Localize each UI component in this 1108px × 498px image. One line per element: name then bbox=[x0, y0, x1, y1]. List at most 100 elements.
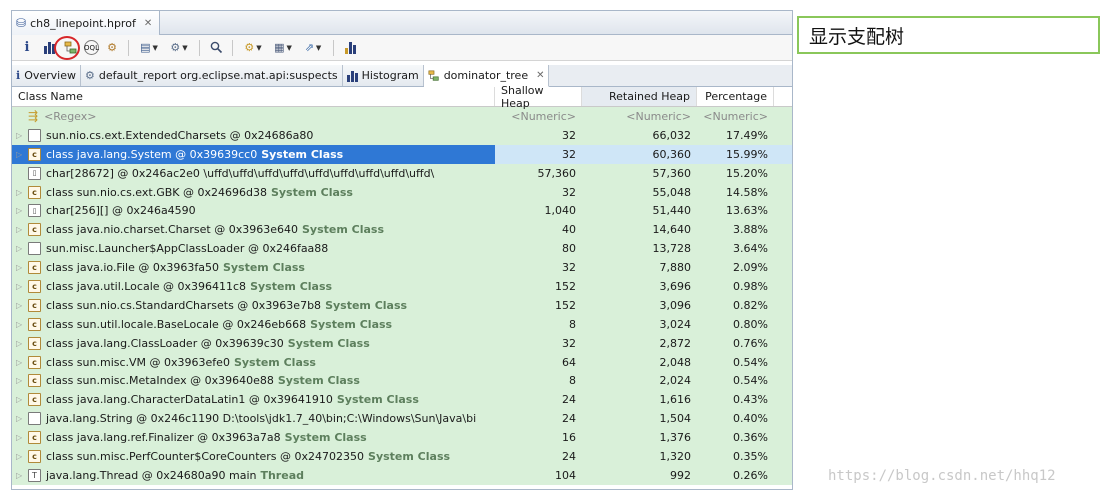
class-name-cell[interactable]: ▯ char[28672] @ 0x246ac2e0 \uffd\uffd\uff… bbox=[12, 164, 495, 183]
column-header-retained-heap[interactable]: Retained Heap bbox=[582, 87, 697, 106]
overview-info-icon[interactable]: i bbox=[24, 40, 30, 55]
expand-arrow-icon[interactable]: ▷ bbox=[16, 470, 23, 480]
system-class-label: System Class bbox=[277, 374, 360, 388]
class-icon: c bbox=[28, 147, 41, 161]
table-row[interactable]: ▷ c class sun.nio.cs.StandardCharsets @ 0x… bbox=[12, 295, 792, 315]
table-row[interactable]: ▷ c class java.lang.System @ 0x39639cc0 Sys… bbox=[12, 144, 792, 164]
class-name-cell[interactable]: ▷ c class java.lang.ref.Finalizer @ 0x3963… bbox=[12, 428, 495, 447]
expand-arrow-icon[interactable]: ▷ bbox=[16, 187, 23, 197]
find-object-icon[interactable] bbox=[207, 39, 225, 57]
table-row[interactable]: ▷ c class java.lang.ref.Finalizer @ 0x3963… bbox=[12, 428, 792, 448]
expand-arrow-icon[interactable]: ▷ bbox=[16, 225, 23, 235]
regex-filter-input[interactable]: <Regex> bbox=[44, 109, 97, 123]
class-name-cell[interactable]: ▷ sun.misc.Launcher$AppClassLoader @ 0x24… bbox=[12, 239, 495, 258]
expand-arrow-icon[interactable]: ▷ bbox=[16, 319, 23, 329]
dominator-tree-icon bbox=[428, 70, 439, 81]
heap-dump-settings-icon[interactable]: ⚙ bbox=[107, 41, 117, 54]
expand-arrow-icon[interactable]: ▷ bbox=[16, 357, 23, 367]
table-row[interactable]: ▷ c class java.lang.CharacterDataLatin1 @ … bbox=[12, 390, 792, 410]
annotation-box: 显示支配树 bbox=[797, 16, 1100, 54]
tab-dominator-tree[interactable]: dominator_tree ✕ bbox=[423, 65, 550, 87]
expand-arrow-icon[interactable]: ▷ bbox=[16, 414, 23, 424]
table-body: ▷ sun.nio.cs.ext.ExtendedCharsets @ 0x246… bbox=[12, 125, 792, 485]
shallow-heap-cell: 40 bbox=[562, 223, 576, 237]
table-row[interactable]: ▷ ▯ char[256][] @ 0x246a4590 1,040 51,440 13.… bbox=[12, 201, 792, 221]
shallow-filter-input[interactable]: <Numeric> bbox=[511, 109, 576, 123]
expand-arrow-icon[interactable]: ▷ bbox=[16, 263, 23, 273]
class-name-cell[interactable]: ▷ c class java.util.Locale @ 0x396411c8 Sys… bbox=[12, 277, 495, 296]
class-name-cell[interactable]: ▷ c class java.lang.ClassLoader @ 0x39639c… bbox=[12, 334, 495, 353]
class-name-cell[interactable]: ▷ sun.nio.cs.ext.ExtendedCharsets @ 0x246… bbox=[12, 126, 495, 145]
table-row[interactable]: ▷ c class java.lang.ClassLoader @ 0x39639c… bbox=[12, 333, 792, 353]
percentage-filter-input[interactable]: <Numeric> bbox=[703, 109, 768, 123]
retained-filter-input[interactable]: <Numeric> bbox=[626, 109, 691, 123]
calculate-retained-icon[interactable] bbox=[341, 39, 359, 57]
close-icon[interactable]: ✕ bbox=[536, 70, 545, 81]
object-label: char[28672] @ 0x246ac2e0 \uffd\uffd\uffd… bbox=[46, 166, 435, 180]
histogram-icon[interactable] bbox=[40, 39, 58, 57]
table-row[interactable]: ▷ c class sun.misc.MetaIndex @ 0x39640e88 S… bbox=[12, 371, 792, 391]
oql-icon[interactable]: OQL bbox=[84, 40, 99, 55]
file-tab[interactable]: ⛁ ch8_linepoint.hprof ✕ bbox=[12, 11, 160, 35]
export-icon[interactable]: ⇗ ▼ bbox=[304, 41, 322, 54]
column-header-shallow-heap[interactable]: Shallow Heap bbox=[495, 84, 582, 110]
class-name-cell[interactable]: ▷ c class java.lang.CharacterDataLatin1 @ … bbox=[12, 390, 495, 409]
filter-icon: ⇶ bbox=[28, 109, 39, 124]
expand-arrow-icon[interactable]: ▷ bbox=[16, 130, 23, 140]
expand-arrow-icon[interactable]: ▷ bbox=[16, 376, 23, 386]
regex-filter-cell[interactable]: ⇶ <Regex> bbox=[12, 107, 495, 126]
expand-arrow-icon[interactable]: ▷ bbox=[16, 206, 23, 216]
columns-icon[interactable]: ▦ ▼ bbox=[274, 41, 292, 54]
table-row[interactable]: ▷ c class java.nio.charset.Charset @ 0x396… bbox=[12, 220, 792, 240]
class-name-cell[interactable]: ▷ c class sun.misc.VM @ 0x3963efe0 System C… bbox=[12, 353, 495, 372]
table-row[interactable]: ▷ c class sun.nio.cs.ext.GBK @ 0x24696d38 S… bbox=[12, 182, 792, 202]
expand-arrow-icon[interactable]: ▷ bbox=[16, 338, 23, 348]
class-name-cell[interactable]: ▷ c class sun.nio.cs.ext.GBK @ 0x24696d38 S… bbox=[12, 183, 495, 202]
tab-default-report[interactable]: ⚙ default_report org.eclipse.mat.api:sus… bbox=[80, 65, 343, 86]
expand-arrow-icon[interactable]: ▷ bbox=[16, 244, 23, 254]
close-icon[interactable]: ✕ bbox=[143, 17, 153, 29]
class-name-cell[interactable]: ▷ c class java.io.File @ 0x3963fa50 System … bbox=[12, 258, 495, 277]
table-row[interactable]: ▷ java.lang.String @ 0x246c1190 D:\tools\… bbox=[12, 409, 792, 429]
class-name-cell[interactable]: ▷ ▯ char[256][] @ 0x246a4590 bbox=[12, 201, 495, 220]
expand-arrow-icon[interactable]: ▷ bbox=[16, 395, 23, 405]
class-name-cell[interactable]: ▷ c class sun.nio.cs.StandardCharsets @ 0x… bbox=[12, 296, 495, 315]
expand-arrow-icon[interactable]: ▷ bbox=[16, 451, 23, 461]
class-name-cell[interactable]: ▷ c class java.lang.System @ 0x39639cc0 Sys… bbox=[12, 144, 495, 164]
shallow-heap-cell: 104 bbox=[555, 468, 576, 482]
system-class-label: System Class bbox=[233, 355, 316, 369]
group-by-icon[interactable]: ⚙ ▼ bbox=[244, 41, 262, 54]
table-row[interactable]: ▷ sun.nio.cs.ext.ExtendedCharsets @ 0x246… bbox=[12, 125, 792, 145]
class-name-cell[interactable]: ▷ c class sun.misc.PerfCounter$CoreCounter… bbox=[12, 447, 495, 466]
expand-arrow-icon[interactable]: ▷ bbox=[16, 281, 23, 291]
column-header-percentage[interactable]: Percentage bbox=[697, 87, 774, 106]
tab-overview[interactable]: i Overview bbox=[12, 65, 81, 86]
table-row[interactable]: ▷ c class sun.misc.PerfCounter$CoreCounter… bbox=[12, 447, 792, 466]
query-browser-icon[interactable]: ▤ ▼ bbox=[140, 41, 158, 54]
table-row[interactable]: ▷ c class java.io.File @ 0x3963fa50 System … bbox=[12, 258, 792, 278]
shallow-heap-cell: 80 bbox=[562, 242, 576, 256]
table-row[interactable]: ▷ c class java.util.Locale @ 0x396411c8 Sys… bbox=[12, 277, 792, 296]
object-label: java.lang.Thread @ 0x24680a90 main bbox=[46, 468, 257, 482]
system-class-label: System Class bbox=[287, 336, 370, 350]
class-name-cell[interactable]: ▷ java.lang.String @ 0x246c1190 D:\tools\… bbox=[12, 409, 495, 428]
retained-heap-cell: 1,504 bbox=[659, 412, 692, 426]
class-name-cell[interactable]: ▷ c class sun.misc.MetaIndex @ 0x39640e88 S… bbox=[12, 371, 495, 390]
table-row[interactable]: ▷ c class sun.util.locale.BaseLocale @ 0x2… bbox=[12, 314, 792, 334]
table-row[interactable]: ▷ c class sun.misc.VM @ 0x3963efe0 System C… bbox=[12, 352, 792, 372]
expand-arrow-icon[interactable]: ▷ bbox=[16, 433, 23, 443]
tab-histogram[interactable]: Histogram bbox=[342, 65, 424, 86]
array-icon: ▯ bbox=[28, 204, 41, 218]
class-name-cell[interactable]: ▷ c class sun.util.locale.BaseLocale @ 0x2… bbox=[12, 315, 495, 334]
shallow-heap-cell: 1,040 bbox=[544, 204, 577, 218]
run-report-icon[interactable]: ⚙ ▼ bbox=[170, 41, 188, 54]
expand-arrow-icon[interactable]: ▷ bbox=[16, 149, 23, 159]
column-header-class-name[interactable]: Class Name bbox=[12, 87, 495, 106]
expand-arrow-icon[interactable]: ▷ bbox=[16, 300, 23, 310]
shallow-heap-cell: 32 bbox=[562, 147, 576, 161]
class-name-cell[interactable]: ▷ c class java.nio.charset.Charset @ 0x396… bbox=[12, 220, 495, 239]
table-row[interactable]: ▯ char[28672] @ 0x246ac2e0 \uffd\uffd\uff… bbox=[12, 163, 792, 183]
table-row[interactable]: ▷ sun.misc.Launcher$AppClassLoader @ 0x24… bbox=[12, 239, 792, 259]
